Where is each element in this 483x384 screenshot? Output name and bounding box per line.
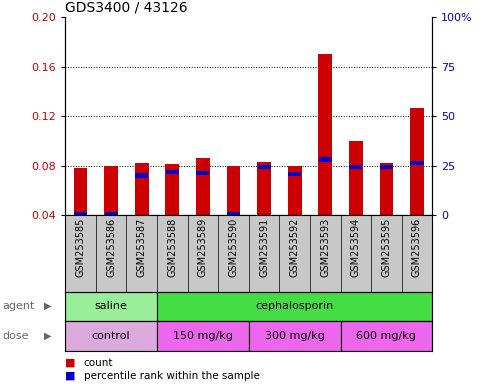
Text: GSM253591: GSM253591 — [259, 217, 269, 276]
Bar — [257, 162, 271, 215]
Bar — [341, 321, 432, 351]
Bar — [288, 172, 301, 176]
Bar — [196, 171, 210, 175]
Text: GSM253587: GSM253587 — [137, 217, 147, 277]
Text: GSM253586: GSM253586 — [106, 217, 116, 276]
Bar — [319, 157, 332, 162]
Text: control: control — [92, 331, 130, 341]
Text: ■: ■ — [65, 371, 76, 381]
Bar — [257, 165, 270, 169]
Bar — [411, 161, 424, 165]
Bar — [166, 170, 179, 174]
Text: cephalosporin: cephalosporin — [256, 301, 334, 311]
Bar — [380, 163, 393, 215]
Bar — [249, 321, 341, 351]
Text: count: count — [84, 358, 113, 368]
Bar — [157, 292, 432, 321]
Bar — [65, 292, 157, 321]
Bar — [65, 321, 157, 351]
Bar — [380, 165, 393, 169]
Text: agent: agent — [2, 301, 35, 311]
Bar — [157, 321, 249, 351]
Text: GSM253585: GSM253585 — [75, 217, 85, 277]
Text: saline: saline — [95, 301, 128, 311]
Bar — [135, 163, 149, 215]
Text: ▶: ▶ — [43, 301, 51, 311]
Bar — [349, 141, 363, 215]
Bar — [104, 166, 118, 215]
Bar — [196, 158, 210, 215]
Text: ▶: ▶ — [43, 331, 51, 341]
Text: GSM253593: GSM253593 — [320, 217, 330, 276]
Bar — [349, 165, 362, 169]
Text: GDS3400 / 43126: GDS3400 / 43126 — [65, 1, 188, 15]
Text: GSM253594: GSM253594 — [351, 217, 361, 276]
Bar — [227, 212, 240, 216]
Text: GSM253595: GSM253595 — [382, 217, 391, 277]
Text: GSM253588: GSM253588 — [167, 217, 177, 276]
Text: 600 mg/kg: 600 mg/kg — [356, 331, 416, 341]
Text: percentile rank within the sample: percentile rank within the sample — [84, 371, 259, 381]
Text: ■: ■ — [65, 358, 76, 368]
Bar — [318, 55, 332, 215]
Text: GSM253590: GSM253590 — [228, 217, 239, 276]
Text: GSM253592: GSM253592 — [290, 217, 299, 277]
Bar — [288, 166, 301, 215]
Text: 300 mg/kg: 300 mg/kg — [265, 331, 325, 341]
Text: GSM253589: GSM253589 — [198, 217, 208, 276]
Bar — [74, 212, 87, 216]
Bar — [410, 108, 424, 215]
Text: dose: dose — [2, 331, 29, 341]
Bar — [227, 166, 241, 215]
Text: GSM253596: GSM253596 — [412, 217, 422, 276]
Bar — [165, 164, 179, 215]
Bar — [135, 173, 148, 178]
Bar — [104, 212, 118, 216]
Text: 150 mg/kg: 150 mg/kg — [173, 331, 233, 341]
Bar — [73, 168, 87, 215]
